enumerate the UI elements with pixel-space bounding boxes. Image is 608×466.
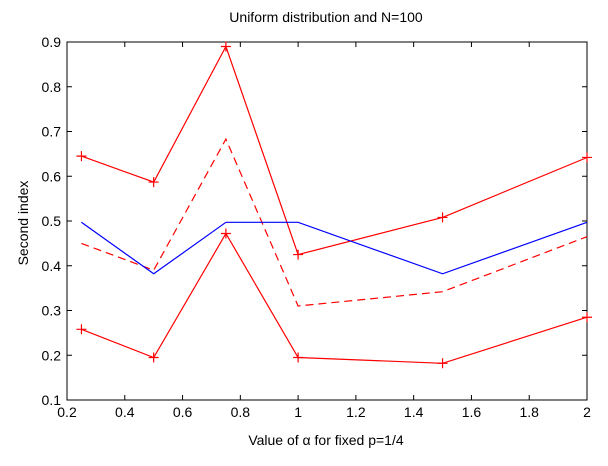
y-tick-label: 0.3 [42,303,62,319]
y-tick-label: 0.1 [42,392,62,408]
x-tick-label: 1.8 [519,404,539,420]
series-4-marker [293,352,304,363]
y-tick-label: 0.2 [42,347,62,363]
x-tick-label: 1 [294,404,302,420]
series-1-marker [293,249,304,260]
x-tick-label: 0.2 [57,404,77,420]
x-tick-label: 2 [583,404,591,420]
series-1-marker [582,152,592,163]
series-line-3 [81,221,588,275]
y-axis-title: Second index [15,181,31,266]
series-4-marker [220,228,231,239]
x-tick-label: 1.2 [346,404,366,420]
series-1-marker [148,177,159,188]
x-tick-label: 1.6 [462,404,482,420]
series-line-1 [81,45,588,256]
plot-area: 0.2 0.4 0.6 0.8 1 1.2 1.4 1.6 1.8 20.10.20.30.40.… [42,34,592,420]
series-1-marker [76,151,87,162]
x-tick-label: 0.6 [173,404,193,420]
series-1-marker [220,41,231,52]
y-tick-label: 0.9 [42,34,62,50]
chart-title: Uniform distribution and N=100 [229,9,423,25]
series-4-marker [148,352,159,363]
y-tick-label: 0.8 [42,79,62,95]
series-4-marker [76,324,87,335]
x-axis-title: Value of α for fixed p=1/4 [248,432,404,448]
series-4-marker [437,358,448,369]
x-tick-label: 0.8 [231,404,251,420]
series-4-marker [582,312,592,323]
y-tick-label: 0.6 [42,168,62,184]
x-tick-label: 1.4 [404,404,424,420]
series-1-marker [437,212,448,223]
y-tick-label: 0.7 [42,124,62,140]
x-tick-label: 0.4 [115,404,135,420]
y-tick-label: 0.4 [42,258,62,274]
series-line-4 [81,232,588,364]
y-tick-label: 0.5 [42,213,62,229]
